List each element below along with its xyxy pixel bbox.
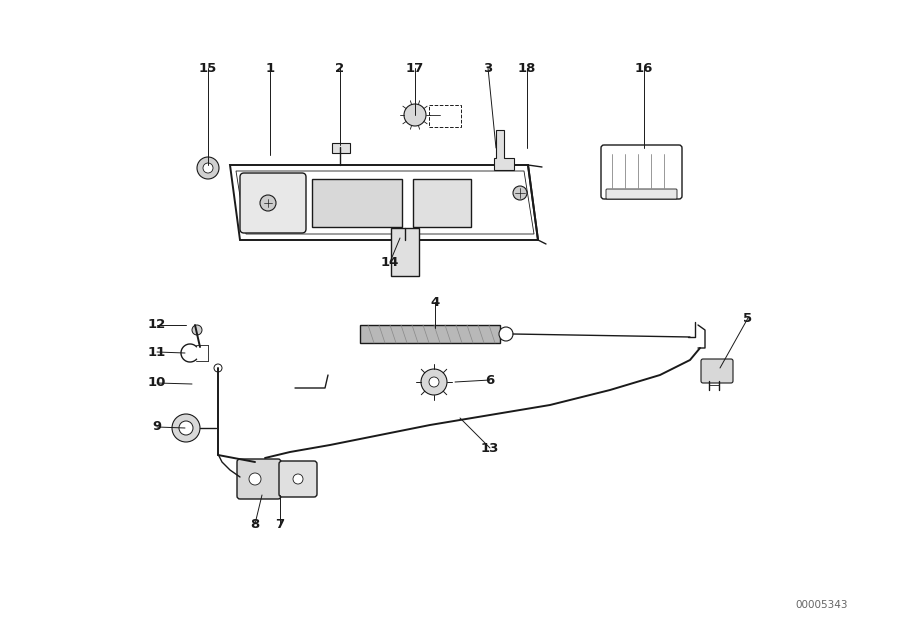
Polygon shape xyxy=(494,130,514,170)
Text: 3: 3 xyxy=(483,62,492,74)
Bar xyxy=(429,105,461,127)
Text: 13: 13 xyxy=(481,441,500,455)
Bar xyxy=(332,143,350,153)
Circle shape xyxy=(197,157,219,179)
Circle shape xyxy=(513,186,527,200)
Circle shape xyxy=(203,163,213,173)
Polygon shape xyxy=(230,165,538,240)
Text: 8: 8 xyxy=(250,518,259,530)
FancyBboxPatch shape xyxy=(606,189,677,199)
Circle shape xyxy=(249,473,261,485)
Circle shape xyxy=(214,364,222,372)
Text: 10: 10 xyxy=(148,377,166,389)
Text: 7: 7 xyxy=(275,518,284,530)
Circle shape xyxy=(172,414,200,442)
Bar xyxy=(413,179,471,227)
FancyBboxPatch shape xyxy=(701,359,733,383)
Text: 16: 16 xyxy=(634,62,653,74)
Text: 2: 2 xyxy=(336,62,345,74)
Circle shape xyxy=(404,104,426,126)
Circle shape xyxy=(293,474,303,484)
Text: 5: 5 xyxy=(743,312,752,324)
Text: 18: 18 xyxy=(518,62,536,74)
Bar xyxy=(391,228,419,276)
Bar xyxy=(360,325,500,343)
Text: 4: 4 xyxy=(430,295,439,309)
Bar xyxy=(312,179,402,227)
Circle shape xyxy=(499,327,513,341)
Text: 15: 15 xyxy=(199,62,217,74)
Circle shape xyxy=(429,377,439,387)
Circle shape xyxy=(260,195,276,211)
Text: 9: 9 xyxy=(152,420,162,434)
Text: 00005343: 00005343 xyxy=(796,600,848,610)
Text: 1: 1 xyxy=(266,62,274,74)
Text: 12: 12 xyxy=(148,319,166,331)
Text: 11: 11 xyxy=(148,345,166,359)
FancyBboxPatch shape xyxy=(240,173,306,233)
FancyBboxPatch shape xyxy=(237,459,281,499)
Text: 17: 17 xyxy=(406,62,424,74)
Circle shape xyxy=(192,325,202,335)
Circle shape xyxy=(179,421,193,435)
FancyBboxPatch shape xyxy=(601,145,682,199)
Circle shape xyxy=(421,369,447,395)
Text: 6: 6 xyxy=(485,373,495,387)
Text: 14: 14 xyxy=(381,255,400,269)
FancyBboxPatch shape xyxy=(279,461,317,497)
